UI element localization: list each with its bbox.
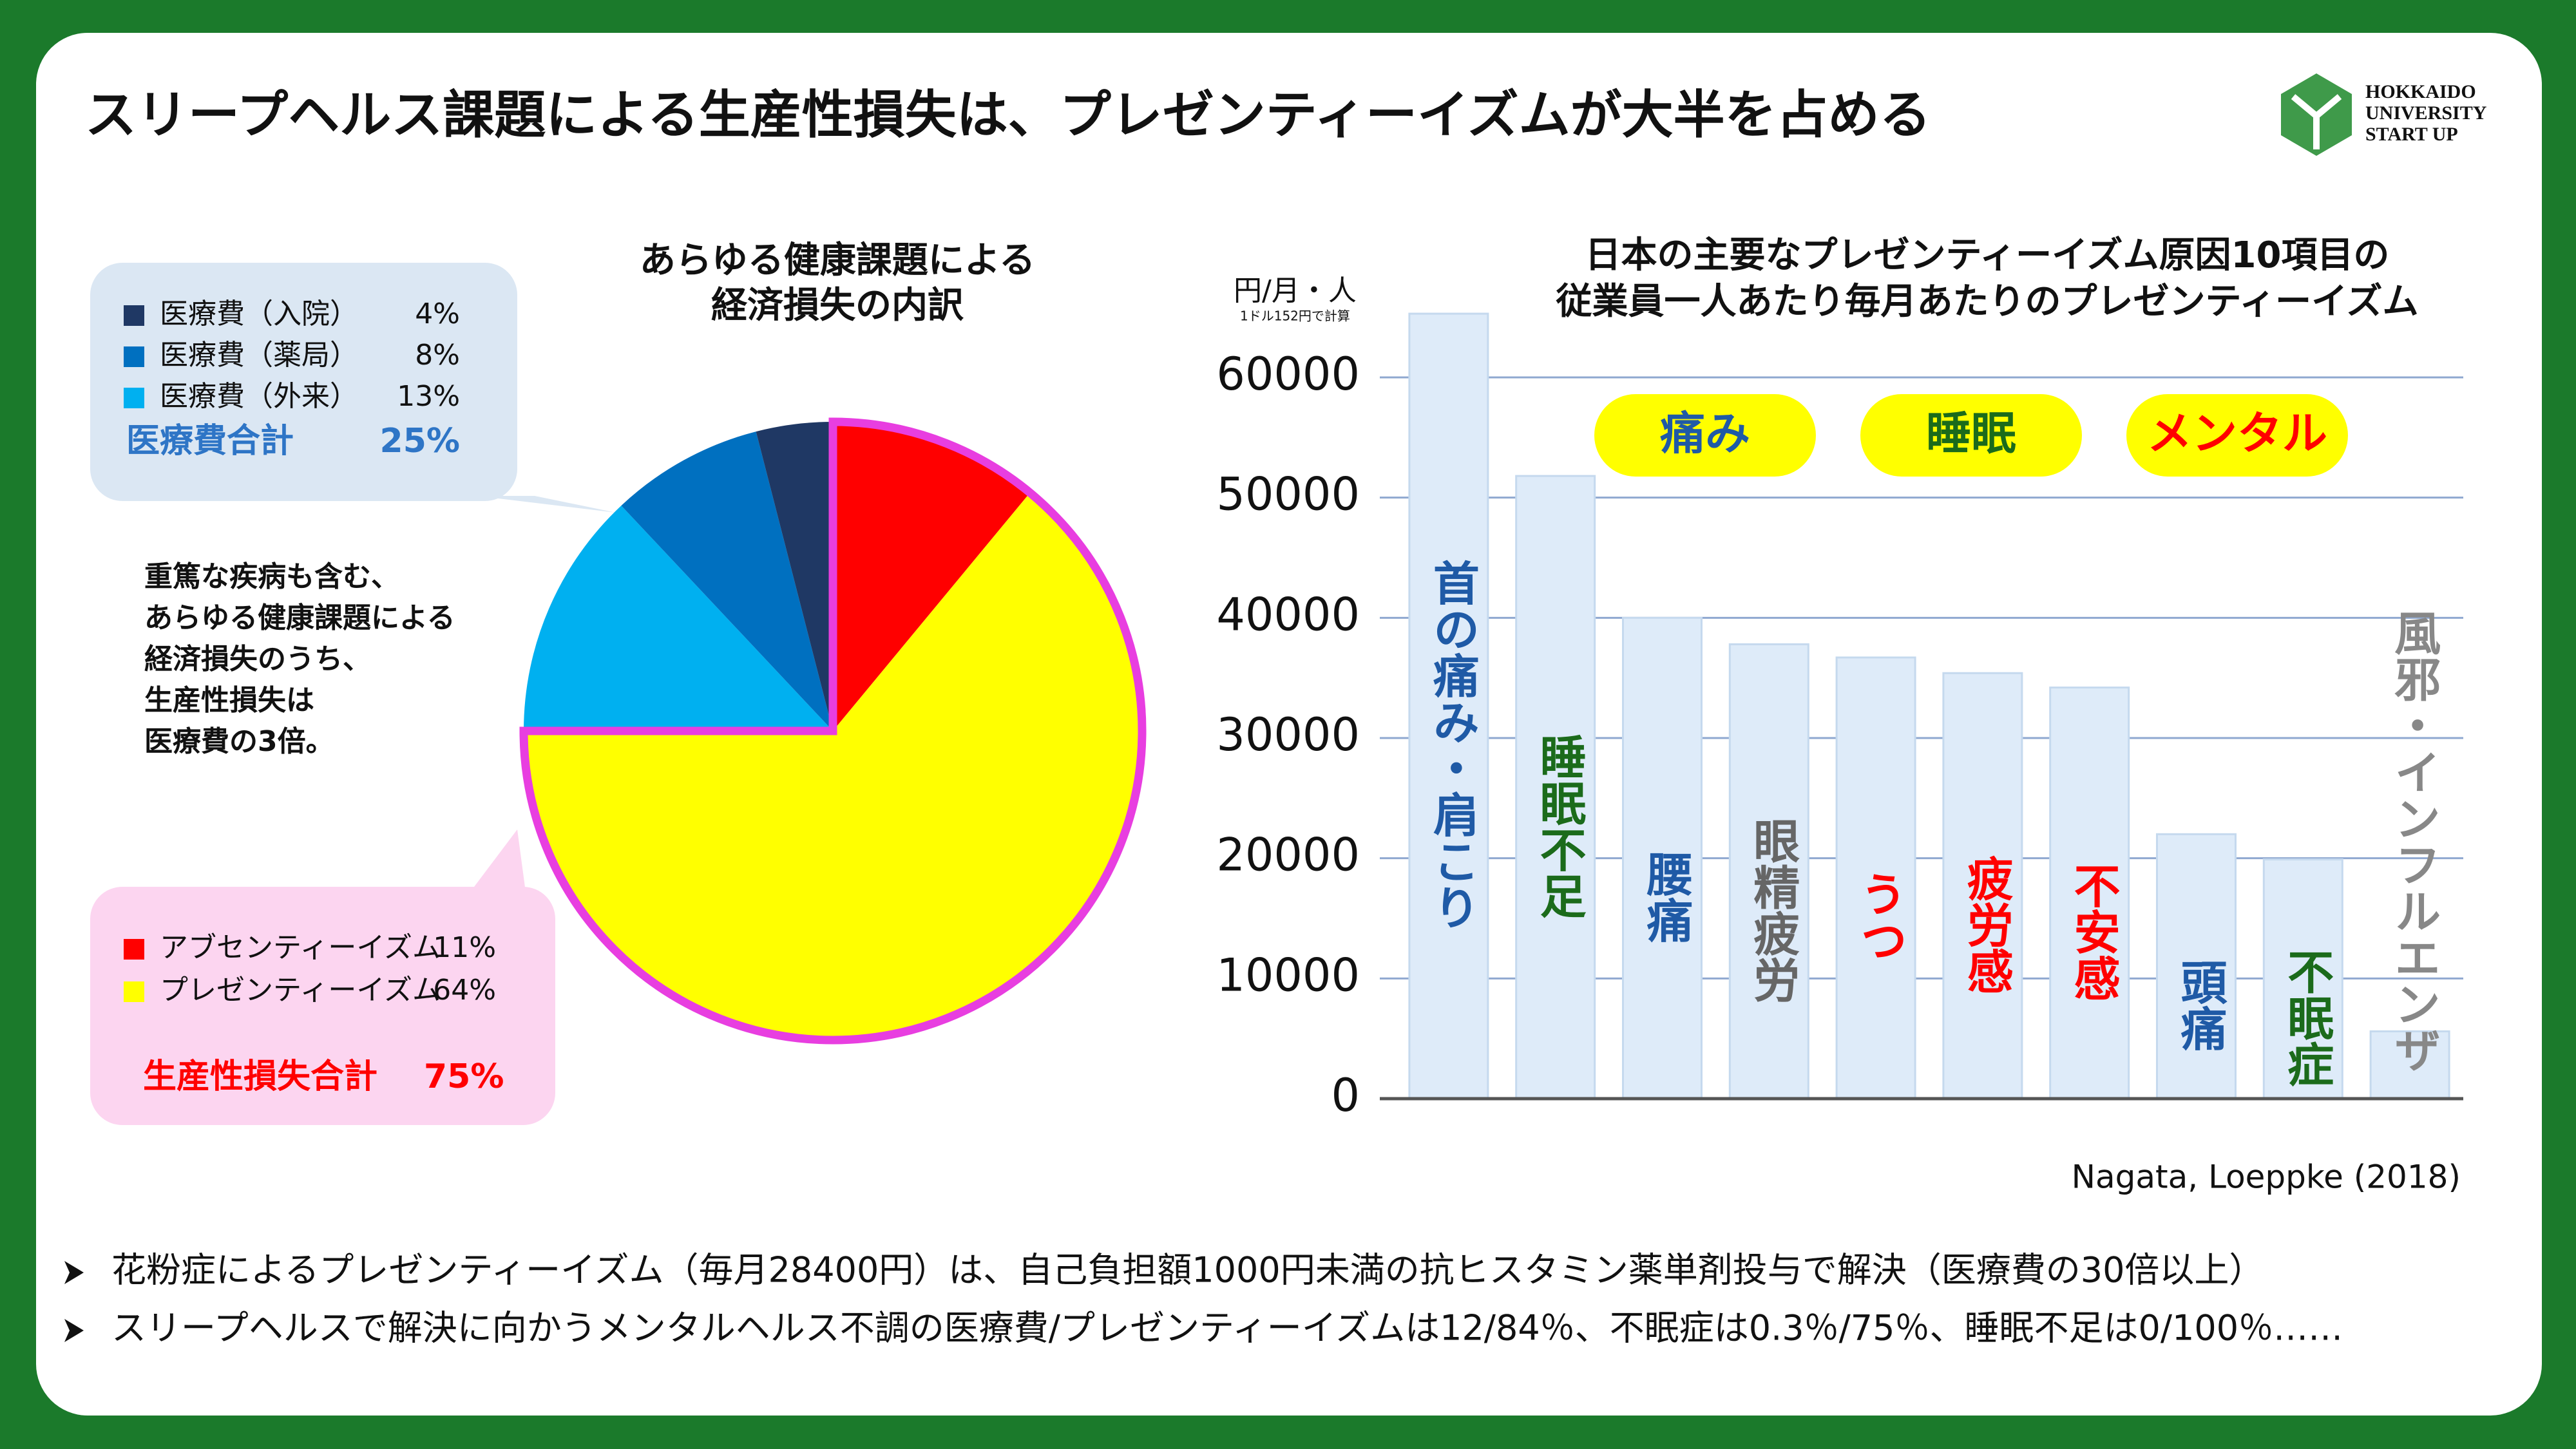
y-tick-label: 10000 bbox=[1216, 949, 1360, 1001]
category-label: 眼精疲労 bbox=[1746, 817, 1800, 1003]
logo-text: START UP bbox=[2365, 124, 2458, 145]
category-label: 腰痛 bbox=[1639, 851, 1693, 943]
note-text: あらゆる健康課題による bbox=[144, 601, 455, 634]
category-group-pill bbox=[2126, 394, 2348, 477]
note-text: 経済損失のうち、 bbox=[144, 643, 371, 676]
bar-chart-title: 従業員一人あたり毎月あたりのプレゼンティーイズム bbox=[1556, 281, 2419, 323]
source: Nagata, Loeppke (2018) bbox=[2072, 1159, 2461, 1196]
pie-slice bbox=[524, 506, 833, 731]
logo-icon bbox=[2281, 73, 2352, 156]
bullet-arrow bbox=[64, 1319, 84, 1342]
pie-title: あらゆる健康課題による bbox=[640, 240, 1035, 281]
category-group-pill bbox=[1860, 394, 2082, 477]
pie-slice bbox=[756, 422, 833, 731]
legend-swatch bbox=[124, 981, 144, 1002]
category-label: 不安感 bbox=[2066, 862, 2120, 1001]
bar bbox=[1728, 643, 1809, 1100]
callout-medical bbox=[90, 263, 616, 513]
legend-label: 医療費（薬局） bbox=[160, 339, 358, 372]
legend-label: アブセンティーイズム bbox=[160, 931, 441, 964]
bar bbox=[1408, 312, 1489, 1100]
total-value: 75% bbox=[424, 1057, 504, 1096]
bullet-text: 花粉症によるプレゼンティーイズム（毎月28400円）は、自己負担額1000円未満… bbox=[111, 1250, 2264, 1291]
category-label: 睡眠不足 bbox=[1532, 734, 1586, 919]
legend-swatch bbox=[124, 939, 144, 960]
logo-text: HOKKAIDO bbox=[2365, 81, 2476, 102]
pie-slice bbox=[524, 493, 1142, 1040]
note-text: 生産性損失は bbox=[144, 684, 314, 717]
y-tick-label: 40000 bbox=[1216, 588, 1360, 641]
category-label: 不眠症 bbox=[2280, 948, 2334, 1087]
bar bbox=[1942, 672, 2023, 1100]
category-label: うつ bbox=[1853, 870, 1907, 963]
category-label: 頭痛 bbox=[2173, 959, 2227, 1052]
bullet-text: スリープヘルスで解決に向かうメンタルヘルス不調の医療費/プレゼンティーイズムは1… bbox=[111, 1308, 2343, 1349]
legend-value: 13% bbox=[397, 380, 460, 413]
category-group-label: 睡眠 bbox=[1926, 407, 2016, 460]
category-label: 疲労感 bbox=[1959, 855, 2013, 994]
legend-value: 64% bbox=[433, 974, 496, 1007]
legend-value: 11% bbox=[433, 931, 496, 964]
category-label: 首の痛み・肩こり bbox=[1425, 560, 1479, 931]
category-label: 風邪・インフルエンザ bbox=[2387, 609, 2441, 1073]
legend-label: プレゼンティーイズム bbox=[160, 974, 441, 1007]
total-label: 生産性損失合計 bbox=[143, 1057, 377, 1096]
total-label: 医療費合計 bbox=[126, 422, 294, 460]
pie-slice bbox=[621, 431, 833, 731]
bar bbox=[1622, 616, 1703, 1100]
legend-label: 医療費（入院） bbox=[160, 298, 358, 330]
legend-value: 4% bbox=[415, 298, 460, 330]
bar-chart-title: 日本の主要なプレゼンティーイズム原因10項目の bbox=[1585, 234, 2390, 276]
legend-swatch bbox=[124, 346, 144, 367]
category-group-pill bbox=[1594, 394, 1816, 477]
note-text: 重篤な疾病も含む、 bbox=[144, 560, 399, 593]
bar bbox=[2049, 687, 2130, 1100]
y-tick-label: 60000 bbox=[1216, 348, 1360, 401]
category-group-label: メンタル bbox=[2147, 407, 2327, 460]
pie-title: 経済損失の内訳 bbox=[711, 285, 964, 327]
callout-productivity bbox=[90, 829, 555, 1125]
y-tick-label: 20000 bbox=[1216, 829, 1360, 882]
legend-swatch bbox=[124, 305, 144, 326]
legend-label: 医療費（外来） bbox=[160, 380, 358, 413]
pie-slice bbox=[833, 422, 1030, 731]
slide-title: スリープヘルス課題による生産性損失は、プレゼンティーイズムが大半を占める bbox=[85, 85, 1931, 145]
bullet-arrow bbox=[64, 1261, 84, 1284]
total-value: 25% bbox=[380, 422, 460, 460]
bar bbox=[1515, 475, 1596, 1100]
legend-swatch bbox=[124, 388, 144, 408]
y-axis-note: 1ドル152円で計算 bbox=[1240, 308, 1350, 324]
logo-text: UNIVERSITY bbox=[2365, 102, 2487, 124]
bar bbox=[2369, 1030, 2450, 1100]
y-tick-label: 50000 bbox=[1216, 468, 1360, 521]
legend-value: 8% bbox=[415, 339, 460, 372]
bar bbox=[2262, 858, 2343, 1100]
note-text: 医療費の3倍。 bbox=[144, 725, 334, 758]
y-axis-label: 円/月・人 bbox=[1234, 274, 1357, 307]
bar bbox=[1835, 656, 1916, 1100]
category-group-label: 痛み bbox=[1660, 407, 1750, 460]
y-tick-label: 30000 bbox=[1216, 708, 1360, 761]
y-tick-label: 0 bbox=[1331, 1069, 1360, 1122]
bar bbox=[2156, 833, 2237, 1100]
pie-highlight bbox=[519, 417, 1147, 1045]
